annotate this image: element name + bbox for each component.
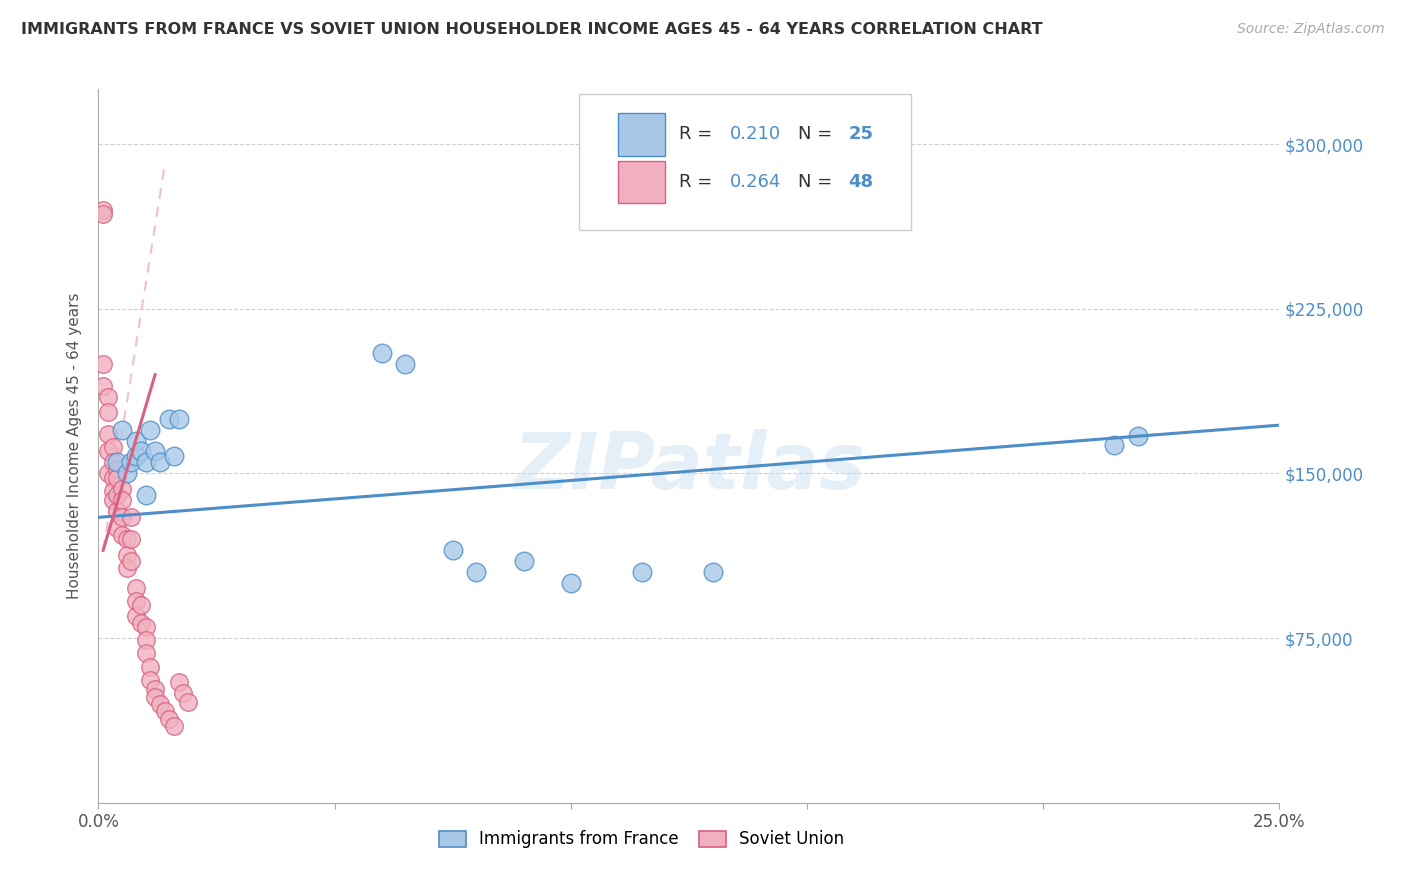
Point [125,449,148,463]
Point [105,504,128,518]
Text: 0.264: 0.264 [730,173,782,191]
Text: R =: R = [679,173,718,191]
Point [135,488,157,502]
Point [101,440,124,454]
Text: ZIPatlas: ZIPatlas [513,429,865,506]
Point [371,345,394,359]
Point [129,615,152,630]
Point [121,510,143,524]
Point [97,444,120,458]
Point [143,681,166,696]
Point [702,566,724,580]
Y-axis label: Householder Income Ages 45 - 64 years: Householder Income Ages 45 - 64 years [67,293,83,599]
FancyBboxPatch shape [579,95,911,230]
Point [394,357,416,371]
Point [157,411,180,425]
Point [143,444,166,458]
Point [1126,429,1149,443]
Point [163,449,186,463]
Point [111,528,134,542]
FancyBboxPatch shape [619,161,665,203]
Text: 25: 25 [848,125,873,143]
Point [91,357,114,371]
Point [125,434,148,448]
Text: R =: R = [679,125,718,143]
Point [115,561,138,575]
Text: N =: N = [797,173,838,191]
Point [101,471,124,485]
Point [91,378,114,392]
Point [105,471,128,485]
Point [97,390,120,404]
Point [560,576,582,591]
Point [143,690,166,705]
Point [125,594,148,608]
Text: 0.210: 0.210 [730,125,782,143]
Point [177,695,200,709]
Point [105,521,128,535]
Point [1102,438,1125,452]
Point [111,423,134,437]
Point [125,609,148,624]
Point [139,659,162,673]
Point [167,411,190,425]
Point [139,423,162,437]
Point [125,581,148,595]
Point [139,673,162,687]
Text: Source: ZipAtlas.com: Source: ZipAtlas.com [1237,22,1385,37]
Point [111,492,134,507]
Point [91,207,114,221]
Text: N =: N = [797,125,838,143]
Point [135,647,157,661]
Point [149,455,172,469]
Point [441,543,464,558]
Point [172,686,194,700]
Point [135,620,157,634]
Point [97,405,120,419]
Point [135,633,157,648]
Point [91,202,114,217]
Point [97,467,120,481]
Point [105,488,128,502]
Point [121,554,143,568]
Point [115,548,138,562]
Point [129,598,152,612]
Point [129,444,152,458]
Point [115,533,138,547]
Point [111,482,134,496]
Point [157,712,180,726]
Point [153,704,176,718]
Point [105,455,128,469]
Point [101,492,124,507]
Point [163,719,186,733]
Point [121,455,143,469]
Point [101,483,124,498]
Point [97,426,120,441]
Point [149,697,172,711]
Point [167,675,190,690]
Point [121,533,143,547]
Point [135,455,157,469]
Point [111,510,134,524]
Legend: Immigrants from France, Soviet Union: Immigrants from France, Soviet Union [433,824,851,855]
Text: 48: 48 [848,173,873,191]
Point [105,462,128,476]
Point [512,554,534,568]
Point [630,566,652,580]
Point [465,566,488,580]
Point [101,455,124,469]
Text: IMMIGRANTS FROM FRANCE VS SOVIET UNION HOUSEHOLDER INCOME AGES 45 - 64 YEARS COR: IMMIGRANTS FROM FRANCE VS SOVIET UNION H… [21,22,1043,37]
Point [115,467,138,481]
FancyBboxPatch shape [619,112,665,155]
